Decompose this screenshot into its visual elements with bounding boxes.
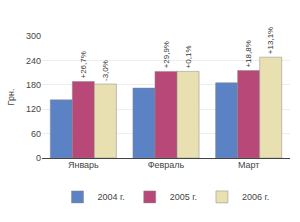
svg-text:+18,8%: +18,8% <box>244 40 253 67</box>
svg-text:2005 г.: 2005 г. <box>170 192 197 202</box>
svg-text:Март: Март <box>238 160 260 170</box>
svg-text:2006 г.: 2006 г. <box>242 192 269 202</box>
svg-text:Февраль: Февраль <box>148 160 185 170</box>
svg-text:-3,0%: -3,0% <box>101 60 110 81</box>
svg-text:+0,1%: +0,1% <box>184 45 193 68</box>
svg-text:0: 0 <box>36 153 41 163</box>
svg-text:300: 300 <box>26 31 41 41</box>
svg-text:180: 180 <box>26 80 41 90</box>
svg-text:2004 г.: 2004 г. <box>98 192 125 202</box>
svg-text:+29,9%: +29,9% <box>162 41 171 68</box>
svg-text:120: 120 <box>26 104 41 114</box>
svg-text:+13,1%: +13,1% <box>266 27 275 54</box>
svg-text:60: 60 <box>31 129 41 139</box>
svg-text:240: 240 <box>26 56 41 66</box>
svg-text:Январь: Январь <box>68 160 99 170</box>
svg-text:+26,7%: +26,7% <box>79 51 88 78</box>
svg-text:Грн.: Грн. <box>6 89 16 106</box>
